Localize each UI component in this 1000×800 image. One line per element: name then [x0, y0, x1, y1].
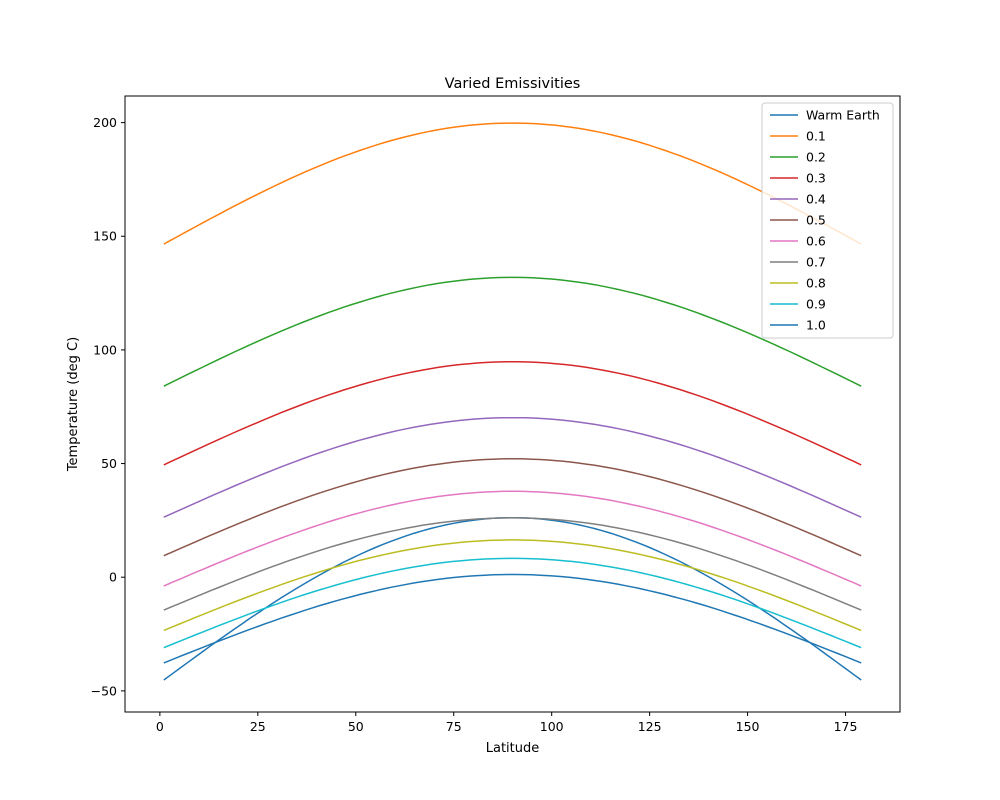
- y-tick-label: 150: [93, 229, 117, 244]
- legend-label: 0.2: [806, 150, 826, 165]
- x-tick-label: 100: [540, 719, 564, 734]
- legend-label: 0.8: [806, 276, 826, 291]
- series-line-8: [163, 539, 862, 632]
- series-line-5: [163, 458, 862, 557]
- plot-frame: [124, 95, 901, 713]
- x-tick-label: 0: [156, 719, 164, 734]
- y-axis-ticks: −50 0 50 100 150 200: [91, 115, 125, 698]
- legend-label: 0.1: [806, 129, 826, 144]
- legend-box: [761, 102, 894, 339]
- x-tick-label: 50: [348, 719, 364, 734]
- series-line-0: [163, 516, 862, 681]
- series-line-4: [163, 416, 862, 518]
- legend-label: 0.3: [806, 171, 826, 186]
- y-tick-label: 200: [93, 115, 117, 130]
- series-line-9: [163, 557, 862, 649]
- x-axis-ticks: 0 25 50 75 100 125 150 175: [156, 712, 858, 734]
- chart-title: Varied Emissivities: [445, 76, 581, 92]
- plot-lines: [163, 122, 862, 681]
- series-line-1: [163, 122, 862, 245]
- series-line-6: [163, 490, 862, 587]
- series-line-7: [163, 517, 862, 611]
- legend-label: 0.7: [806, 255, 826, 270]
- legend-label: 0.4: [806, 192, 826, 207]
- x-tick-label: 75: [446, 719, 462, 734]
- y-tick-label: 0: [109, 570, 117, 585]
- legend-label: 0.5: [806, 213, 826, 228]
- x-tick-label: 25: [250, 719, 266, 734]
- y-tick-label: −50: [91, 683, 117, 698]
- legend-label: 0.6: [806, 234, 826, 249]
- legend-label: 1.0: [806, 318, 826, 333]
- legend-label: 0.9: [806, 297, 826, 312]
- series-line-3: [163, 360, 862, 466]
- y-tick-label: 50: [101, 456, 117, 471]
- x-axis-label: Latitude: [486, 741, 540, 756]
- legend: Warm Earth 0.1 0.2 0.3 0.4 0.5 0.6 0.7 0.8 0.9 1.0: [761, 102, 894, 339]
- y-tick-label: 100: [93, 342, 117, 357]
- y-axis-label: Temperature (deg C): [66, 337, 81, 472]
- series-line-10: [163, 573, 862, 664]
- legend-label: Warm Earth: [806, 108, 880, 123]
- x-tick-label: 150: [736, 719, 760, 734]
- x-tick-label: 125: [638, 719, 662, 734]
- series-line-2: [163, 276, 862, 387]
- x-tick-label: 175: [834, 719, 858, 734]
